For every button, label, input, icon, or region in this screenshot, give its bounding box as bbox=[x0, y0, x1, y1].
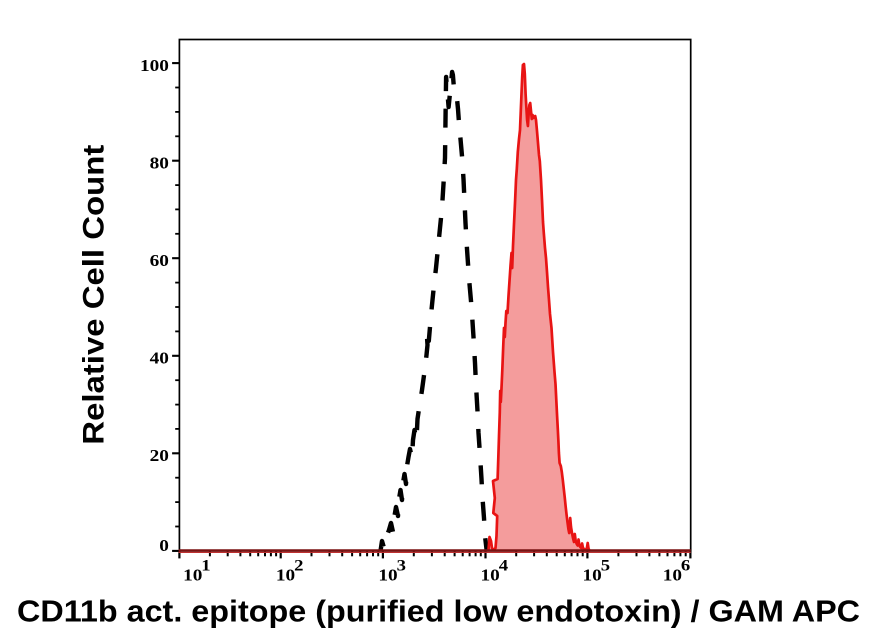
svg-text:0: 0 bbox=[159, 536, 169, 554]
svg-text:40: 40 bbox=[150, 349, 169, 367]
svg-text:10: 10 bbox=[183, 566, 202, 584]
svg-text:6: 6 bbox=[681, 556, 691, 574]
svg-text:1: 1 bbox=[201, 556, 210, 574]
svg-text:10: 10 bbox=[276, 566, 295, 584]
svg-text:5: 5 bbox=[601, 556, 611, 574]
svg-text:CD11b act. epitope (purified l: CD11b act. epitope (purified low endotox… bbox=[17, 594, 860, 629]
svg-text:80: 80 bbox=[150, 154, 169, 172]
svg-text:2: 2 bbox=[294, 556, 303, 574]
svg-text:10: 10 bbox=[481, 566, 500, 584]
svg-text:100: 100 bbox=[140, 56, 169, 74]
svg-text:3: 3 bbox=[397, 556, 407, 574]
svg-text:Relative Cell Count: Relative Cell Count bbox=[78, 145, 111, 445]
svg-text:20: 20 bbox=[150, 446, 169, 464]
svg-text:10: 10 bbox=[378, 566, 397, 584]
svg-text:10: 10 bbox=[663, 566, 682, 584]
svg-text:4: 4 bbox=[499, 556, 509, 574]
svg-text:60: 60 bbox=[150, 251, 169, 269]
svg-text:10: 10 bbox=[583, 566, 602, 584]
